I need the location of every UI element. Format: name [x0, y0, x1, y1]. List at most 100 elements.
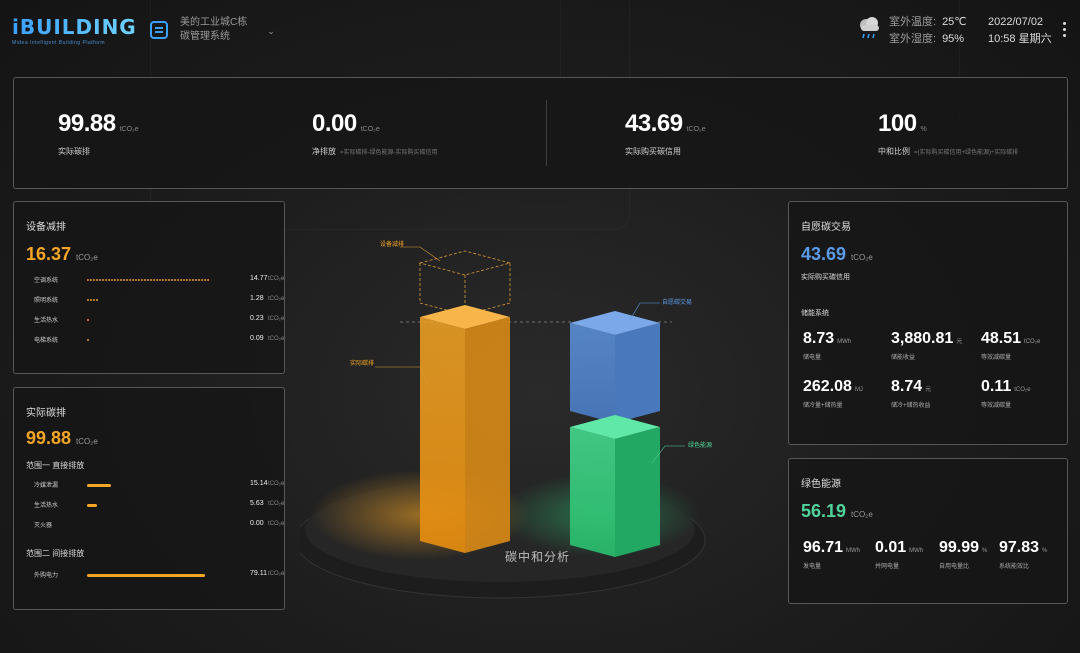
- bar-fill: [87, 484, 112, 487]
- row-label: 冷媒泄漏: [34, 483, 59, 489]
- row-label: 电梯系统: [34, 338, 59, 344]
- row-unit: tCO₂e: [268, 501, 285, 507]
- bar-fill: [87, 279, 210, 281]
- carbon-neutral-visual: [300, 246, 706, 599]
- project-name: 美的工业城C栋: [180, 17, 248, 28]
- storage-cell: 8.74 元储冷+储热收益: [891, 378, 931, 409]
- cell-value: 97.83: [999, 539, 1040, 556]
- cell-unit: MWh: [837, 339, 852, 345]
- row-unit: tCO₂e: [268, 276, 285, 282]
- kpi-note: =实际碳排-绿色能源-实际购买碳信用: [340, 150, 438, 156]
- green-energy-bar: [570, 415, 660, 557]
- system-name: 碳管理系统: [180, 31, 230, 42]
- logo-text: iBUILDING: [12, 15, 137, 39]
- scope1-row: 冷媒泄漏 15.14 tCO₂e: [32, 480, 292, 492]
- storage-cell: 0.11 tCO₂e 等效减碳量: [981, 378, 1031, 409]
- total-value: 99.88: [26, 428, 72, 448]
- datetime: 2022/07/02 10:58 星期六: [988, 14, 1052, 48]
- more-menu-icon[interactable]: [1062, 22, 1068, 40]
- total-unit: tCO₂e: [76, 437, 98, 446]
- total-unit: tCO₂e: [76, 253, 98, 262]
- kpi-value: 43.69: [625, 110, 683, 137]
- header: iBUILDING Midea Intelligent Building Pla…: [0, 0, 1080, 62]
- cell-unit: 元: [956, 339, 963, 345]
- cell-label: 自用电量比: [939, 564, 970, 570]
- logo-subtext: Midea Intelligent Building Platform: [12, 40, 106, 46]
- row-value: 1.28: [250, 295, 264, 302]
- row-label: 外购电力: [34, 573, 59, 579]
- actual-emission-bar: [420, 305, 510, 553]
- row-value: 0.09: [250, 335, 264, 342]
- actual-total: 99.88 tCO₂e: [26, 428, 98, 449]
- equipment-reduction-panel: 设备减排 16.37 tCO₂e 空调系统 14.77 tCO₂e 照明系统 1.…: [13, 201, 285, 374]
- row-unit: tCO₂e: [268, 481, 285, 487]
- scope2-row: 外购电力 79.11 tCO₂e: [32, 570, 292, 582]
- rain-cloud-icon: [860, 17, 879, 39]
- cell-unit: MWh: [909, 548, 924, 554]
- cell-value: 48.51: [981, 330, 1022, 347]
- actual-emission-panel: 实际碳排 99.88 tCO₂e 范围一 直接排放 冷媒泄漏 15.14 tCO₂…: [13, 387, 285, 610]
- kpi-label: 实际碳排: [58, 147, 90, 156]
- humidity-value: 95%: [942, 33, 965, 45]
- green-energy-panel: 绿色能源 56.19 tCO₂e 96.71 MWh 发电量 0.01 MWh 并网电量 …: [788, 458, 1068, 604]
- row-unit: tCO₂e: [268, 316, 285, 322]
- bar-fill: [87, 574, 206, 577]
- scope2-title: 范围二 间接排放: [26, 549, 85, 558]
- kpi-note: =(实际购买碳信用+绿色能源)÷实际碳排: [914, 150, 1019, 156]
- cell-value: 0.01: [875, 539, 907, 556]
- storage-cell: 262.08 MJ 储冷量+储热量: [803, 378, 863, 409]
- kpi-actual-emission: 99.88 tCO₂e 实际碳排: [58, 110, 139, 157]
- scope1-row: 生活热水 5.63 tCO₂e: [32, 500, 292, 512]
- storage-section-title: 储能系统: [801, 310, 829, 317]
- cell-value: 262.08: [803, 378, 852, 395]
- project-switcher[interactable]: 美的工业城C栋 碳管理系统 ⌄: [148, 16, 275, 44]
- row-unit: tCO₂e: [268, 521, 285, 527]
- building-switch-icon: [150, 21, 168, 39]
- kpi-label: 中和比例: [878, 147, 910, 156]
- total-value: 56.19: [801, 501, 847, 521]
- bar-track: [87, 339, 223, 342]
- callout-line: [651, 445, 685, 464]
- cell-value: 96.71: [803, 539, 844, 556]
- scope1-row: 灭火器 0.00 tCO₂e: [32, 520, 292, 532]
- kpi-unit: tCO₂e: [686, 126, 706, 133]
- callout-actual: 实际碳排: [350, 361, 375, 367]
- panel-title: 绿色能源: [801, 479, 841, 490]
- cell-value: 3,880.81: [891, 330, 954, 347]
- row-unit: tCO₂e: [268, 336, 285, 342]
- cell-unit: tCO₂e: [1024, 339, 1041, 345]
- cell-label: 储冷+储热收益: [891, 403, 931, 409]
- total-value: 43.69: [801, 244, 847, 264]
- date: 2022/07/02: [988, 16, 1044, 28]
- kpi-value: 0.00: [312, 110, 357, 137]
- row-label: 生活热水: [34, 503, 59, 509]
- bar-fill: [87, 339, 89, 341]
- cell-unit: %: [982, 548, 988, 554]
- cell-label: 发电量: [803, 564, 822, 570]
- total-value: 16.37: [26, 244, 72, 264]
- kpi-net-emission: 0.00 tCO₂e 净排放 =实际碳排-绿色能源-实际购买碳信用: [312, 110, 438, 157]
- kpi-unit: tCO₂e: [119, 126, 139, 133]
- cell-label: 储电量: [803, 355, 822, 361]
- bar-track: [87, 279, 223, 282]
- cell-label: 系统能效比: [999, 564, 1030, 570]
- logo[interactable]: iBUILDING Midea Intelligent Building Pla…: [12, 15, 137, 46]
- storage-cell: 8.73 MWh 储电量: [803, 330, 851, 361]
- bar-track: [87, 574, 223, 577]
- bar-track: [87, 504, 223, 507]
- kpi-value: 99.88: [58, 110, 116, 137]
- carbon-trade-bar: [570, 311, 660, 423]
- bar-fill: [87, 319, 90, 321]
- cell-unit: MWh: [846, 548, 861, 554]
- trade-total: 43.69 tCO₂e: [801, 244, 873, 265]
- cell-label: 储能收益: [891, 355, 916, 361]
- cell-label: 并网电量: [875, 564, 900, 570]
- cell-label: 等效减碳量: [981, 403, 1012, 409]
- bar-track: [87, 299, 223, 302]
- equipment-row: 电梯系统 0.09 tCO₂e: [32, 335, 292, 347]
- row-value: 14.77: [250, 275, 268, 282]
- kpi-label: 实际购买碳信用: [625, 147, 681, 156]
- weather-widget: 室外温度: 25℃ 室外湿度: 95%: [855, 14, 967, 48]
- cell-unit: tCO₂e: [1014, 387, 1031, 393]
- equipment-row: 照明系统 1.28 tCO₂e: [32, 295, 292, 307]
